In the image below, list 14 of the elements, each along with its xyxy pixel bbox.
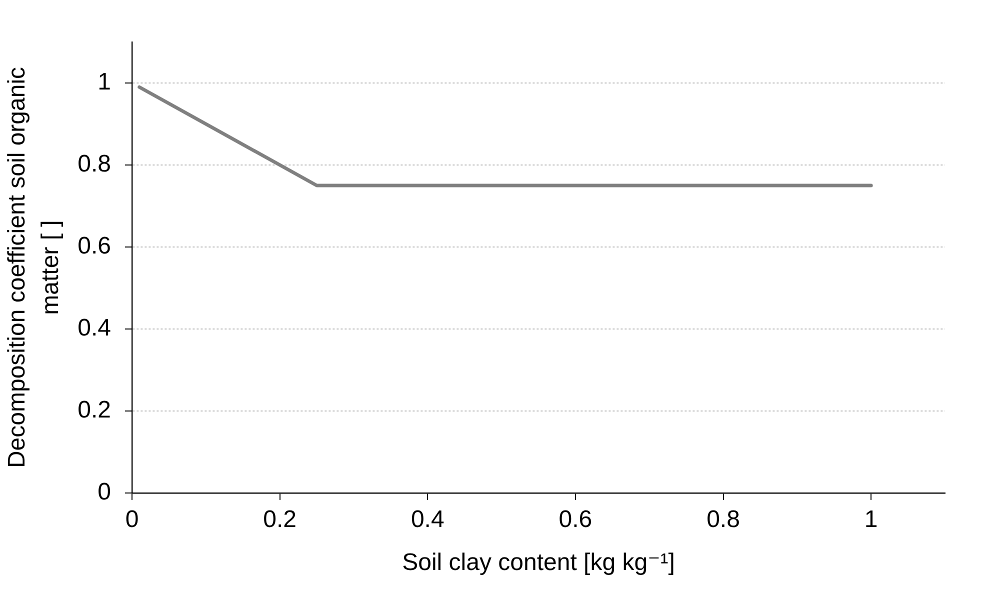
y-tick-label: 0.6 <box>78 232 111 260</box>
y-axis-title: Decomposition coefficient soil organic matter [ ] <box>3 66 64 468</box>
y-tick-label: 0 <box>98 478 111 506</box>
y-tick-label: 0.4 <box>78 314 111 342</box>
x-tick-label: 0.8 <box>706 506 740 534</box>
x-tick-label: 0.6 <box>558 506 592 534</box>
y-tick-label: 0.2 <box>78 396 111 424</box>
x-tick-label: 0.4 <box>410 506 444 534</box>
x-tick-label: 0.2 <box>263 506 297 534</box>
x-tick-label: 0 <box>125 506 139 534</box>
y-tick-label: 1 <box>98 68 111 96</box>
x-tick-label: 1 <box>864 506 878 534</box>
x-axis-title: Soil clay content [kg kg⁻¹] <box>402 549 675 576</box>
y-tick-label: 0.8 <box>78 150 111 178</box>
